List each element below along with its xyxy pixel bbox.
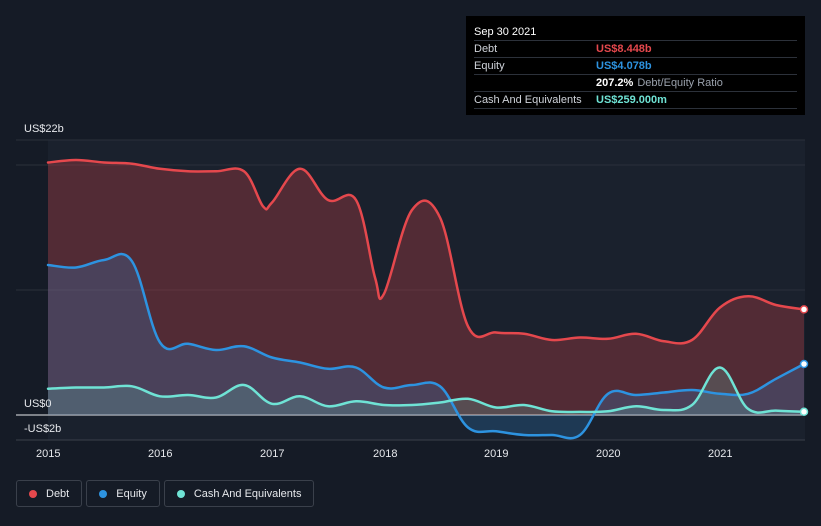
end-marker-equity — [799, 359, 809, 369]
tooltip-row-debt: Debt US$8.448b — [474, 40, 797, 57]
x-tick-label: 2017 — [260, 448, 284, 460]
legend-item-cash[interactable]: Cash And Equivalents — [163, 480, 315, 507]
legend-cash-swatch-icon — [176, 489, 185, 498]
x-tick-label: 2018 — [373, 448, 397, 460]
tooltip-cash-label: Cash And Equivalents — [474, 94, 582, 106]
chart-grid — [16, 139, 805, 441]
tooltip-debt-value: US$8.448b — [596, 43, 652, 55]
legend-debt-swatch-icon — [29, 489, 37, 498]
legend-equity-swatch-icon — [99, 489, 108, 498]
x-tick-label: 2019 — [484, 448, 508, 460]
chart-legend: Debt Equity Cash And Equivalents — [16, 480, 318, 507]
x-axis-ticks: 2015 2016 2017 2018 2019 2020 2021 — [36, 448, 732, 460]
chart-end-markers — [799, 305, 809, 417]
tooltip-row-ratio: 207.2% Debt/Equity Ratio — [474, 74, 797, 91]
tooltip-date: Sep 30 2021 — [474, 26, 537, 38]
y-tick-label-zero: US$0 — [24, 398, 52, 410]
tooltip-cash-value: US$259.000m — [596, 94, 667, 106]
legend-debt-label: Debt — [46, 487, 70, 500]
x-tick-label: 2021 — [708, 448, 732, 460]
tooltip-ratio-label: Debt/Equity Ratio — [637, 77, 723, 89]
legend-equity-label: Equity — [116, 487, 147, 500]
area-cash — [48, 367, 804, 415]
tooltip-ratio-spacer — [474, 75, 596, 91]
legend-item-equity[interactable]: Equity — [86, 480, 160, 507]
x-tick-label: 2020 — [596, 448, 620, 460]
x-tick-label: 2016 — [148, 448, 172, 460]
tooltip-row-cash: Cash And Equivalents US$259.000m — [474, 91, 797, 109]
series-line-debt — [46, 158, 806, 345]
chart-lines — [46, 158, 806, 440]
y-tick-label-top: US$22b — [24, 123, 64, 135]
tooltip-equity-value: US$4.078b — [596, 60, 652, 72]
series-line-equity — [46, 252, 806, 440]
end-marker-cash — [799, 407, 809, 417]
data-tooltip: Sep 30 2021 Debt US$8.448b Equity US$4.0… — [466, 16, 805, 115]
tooltip-equity-label: Equity — [474, 60, 505, 72]
legend-cash-label: Cash And Equivalents — [193, 487, 302, 500]
area-debt — [48, 160, 804, 415]
end-marker-debt — [799, 305, 809, 314]
y-tick-label-bottom: -US$2b — [24, 423, 61, 435]
y-axis-ticks: US$22b US$0 -US$2b — [24, 123, 64, 435]
tooltip-row-equity: Equity US$4.078b — [474, 57, 797, 74]
legend-item-debt[interactable]: Debt — [16, 480, 83, 507]
tooltip-debt-label: Debt — [474, 43, 498, 55]
series-line-cash — [46, 366, 806, 414]
x-tick-label: 2015 — [36, 448, 60, 460]
tooltip-ratio-value: 207.2% — [596, 77, 634, 89]
